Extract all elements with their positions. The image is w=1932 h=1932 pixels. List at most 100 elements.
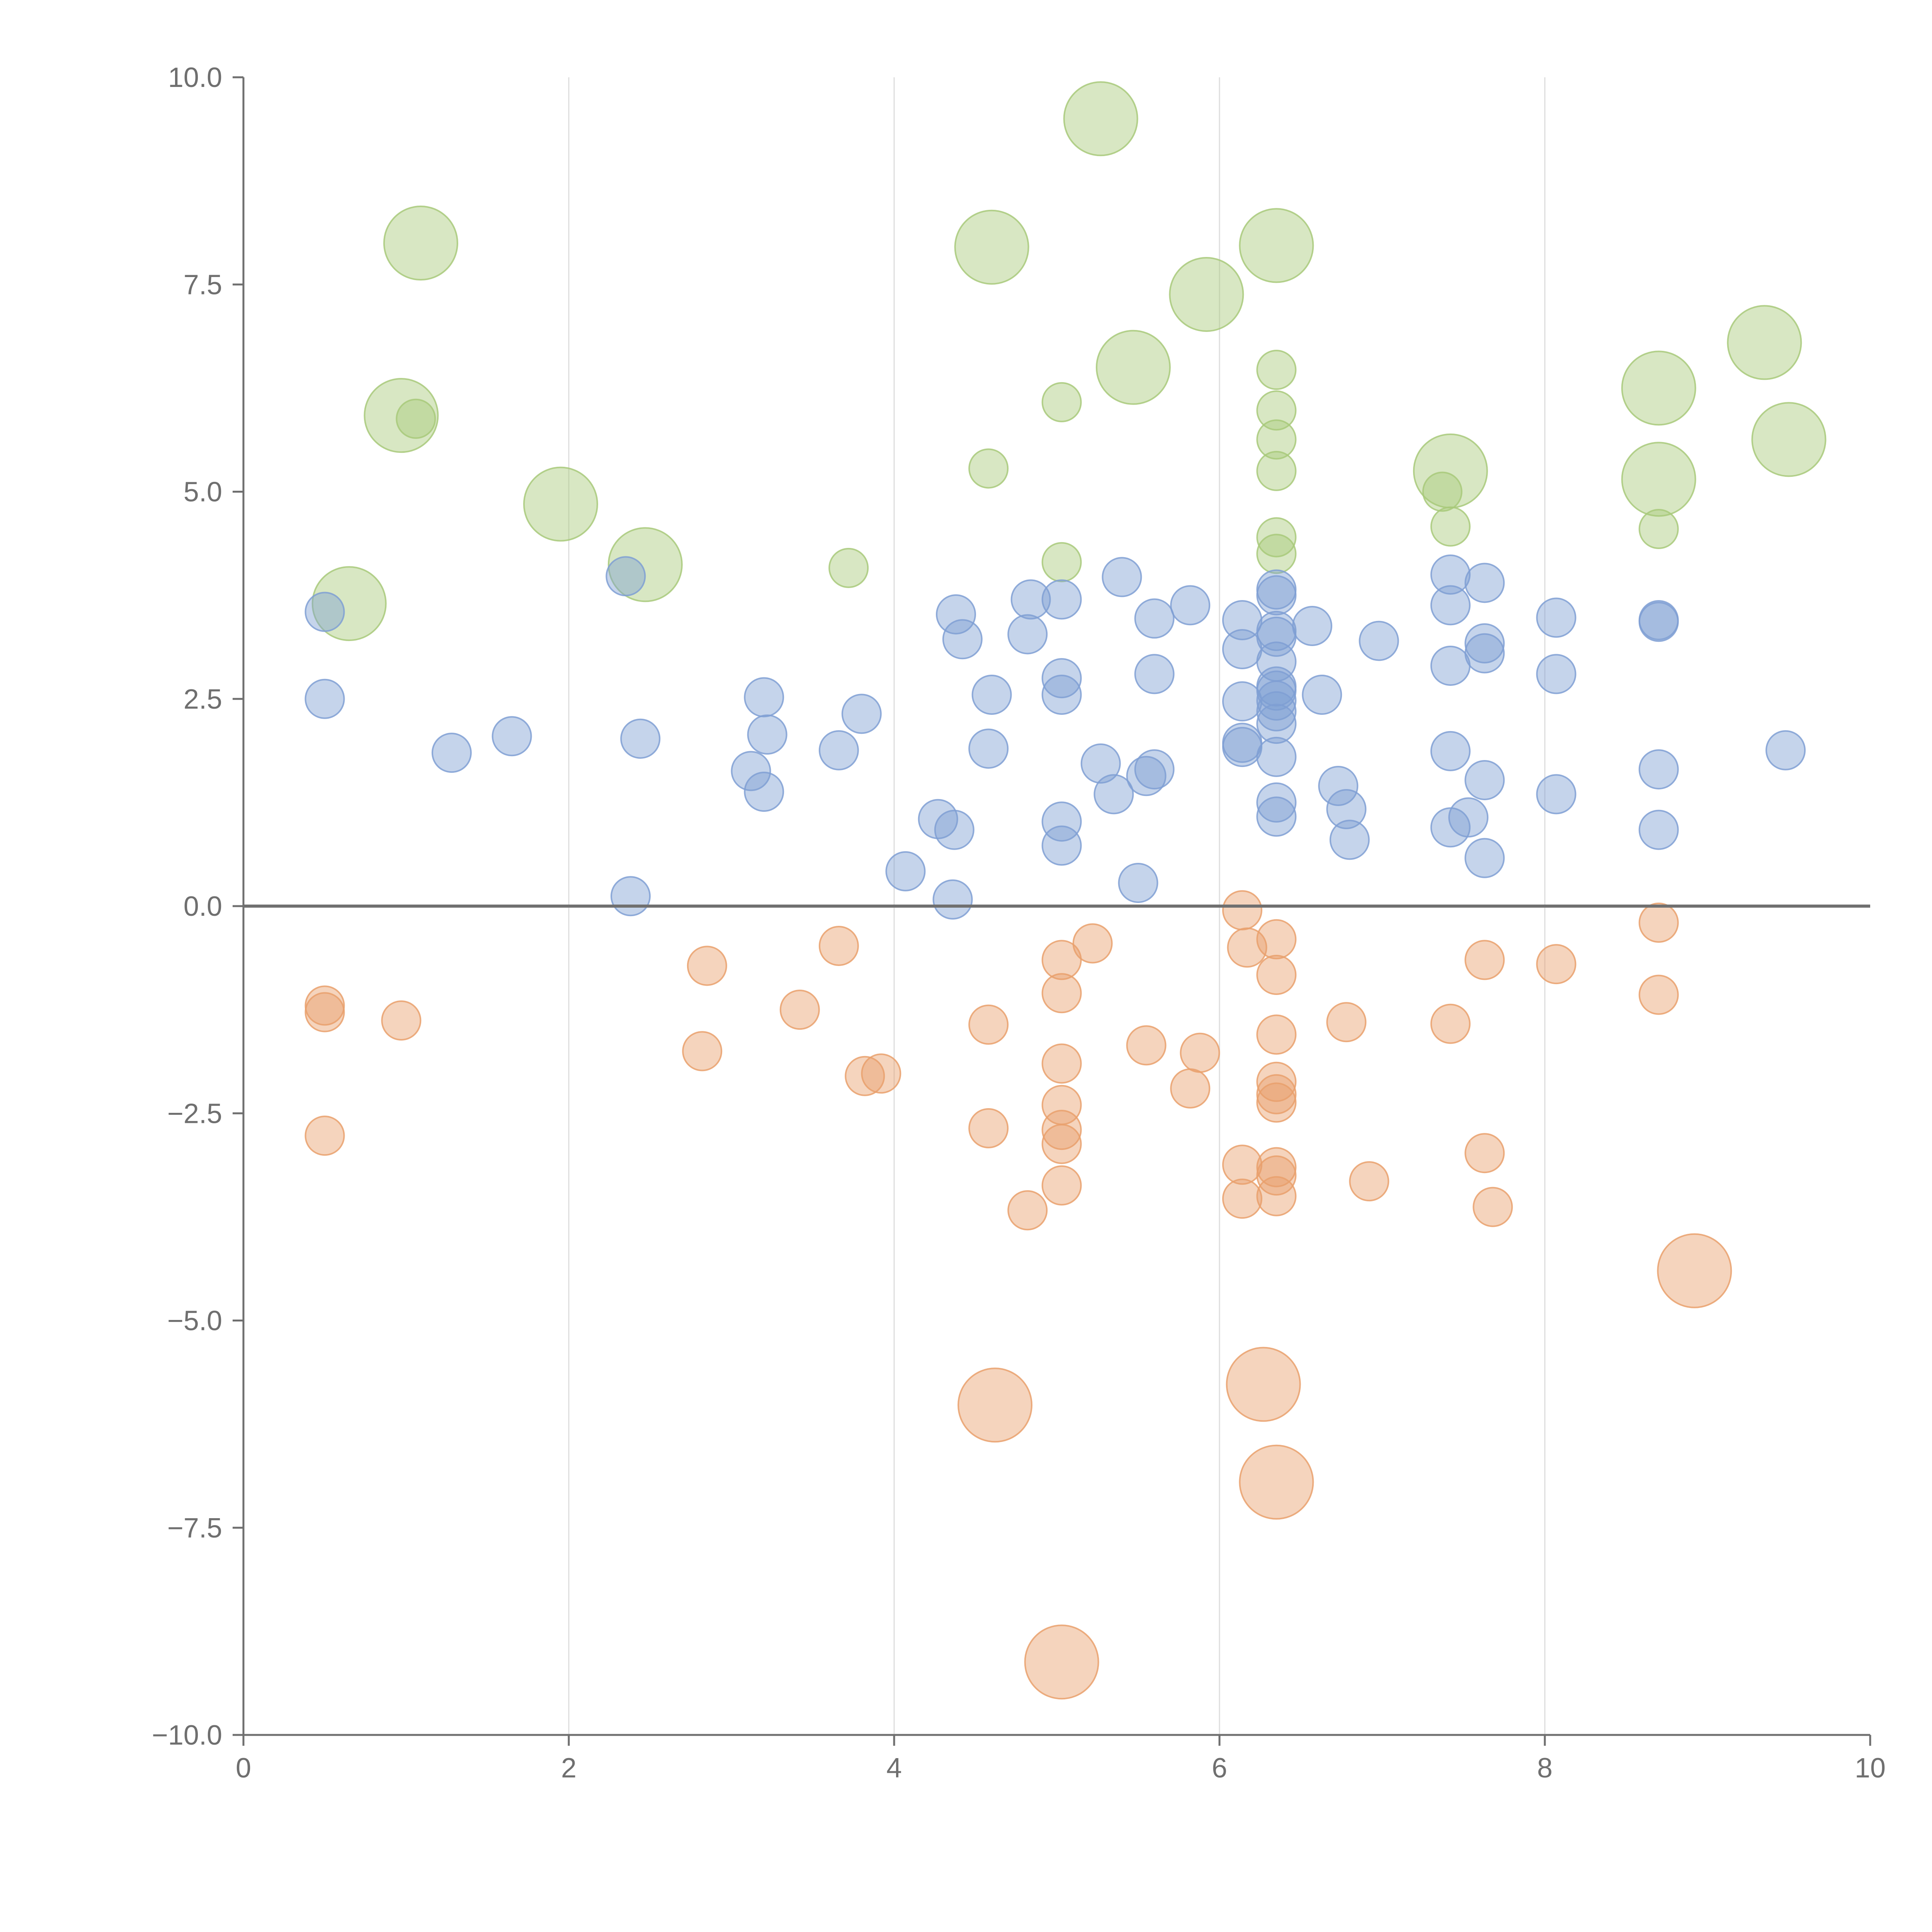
bubble-blue [1041,658,1082,699]
bubble-orange [1041,1124,1082,1164]
axis-layer: 10.0 7.5 5.0 2.5 0.0 −2.5 −5.0 −7.5 −10.0 0 2 4 6 8 10 [152,62,1886,1784]
x-tick-label: 2 [561,1753,577,1784]
bubble-orange [1256,1014,1297,1055]
bubble-blue [1536,597,1577,638]
bubble-green [1063,81,1138,156]
bubble-blue [885,851,926,891]
bubble-blue [1256,704,1297,744]
bubble-blue [1134,654,1175,694]
y-tick-label: 5.0 [184,477,222,508]
bubble-orange [1256,1074,1297,1114]
bubble-blue [1464,633,1505,673]
bubble-blue [1638,602,1679,642]
bubble-orange [1041,1165,1082,1206]
bubble-green [1621,350,1696,426]
bubble-green [1041,382,1082,422]
bubble-blue [1094,774,1134,815]
bubble-green [1256,390,1297,431]
bubble-blue [744,677,784,718]
bubble-orange [1126,1025,1167,1066]
bubble-green [1751,402,1827,477]
y-tick-label: −2.5 [167,1098,222,1129]
bubble-blue [1292,605,1332,646]
bubble-blue [1041,579,1082,620]
bubble-orange [818,925,859,966]
x-tick-label: 4 [886,1753,902,1784]
bubble-green [828,548,869,588]
bubble-blue [731,751,771,791]
bubble-orange [1464,940,1505,980]
bubble-orange [682,1031,723,1071]
bubble-orange [1170,1068,1211,1109]
bubble-green [1169,257,1244,332]
bubble-blue [1430,645,1471,686]
bubble-orange [1222,890,1262,930]
x-tick-label: 6 [1212,1753,1227,1784]
bubble-blue [1222,600,1262,640]
x-tick-label: 10 [1855,1753,1886,1784]
bubble-blue [610,876,651,917]
y-tick-label: 2.5 [184,684,222,715]
bubble-orange [1180,1032,1220,1073]
bubble-green [607,527,683,602]
x-tick-label: 0 [236,1753,251,1784]
bubble-orange [304,1116,345,1156]
bubble-blue [304,679,345,719]
bubble-blue [934,810,975,850]
bubble-orange [861,1053,901,1094]
bubble-blue [1134,598,1175,639]
bubble-green [1621,442,1696,517]
bubble-orange [381,1000,422,1041]
bubble-blue [1010,579,1051,620]
bubble-blue [1041,825,1082,866]
bubble-green [1095,330,1171,405]
bubble-blue [605,556,646,597]
bubble-orange [1430,1003,1471,1044]
bubble-orange [968,1108,1009,1148]
bubble-blue [1256,680,1297,721]
bubble-blue [1430,807,1471,848]
bubble-blue [1448,797,1489,838]
bubble-blue [744,771,784,812]
bubble-blue [1222,727,1262,767]
bubble-green [396,398,436,439]
bubble-blue [1256,736,1297,777]
y-tick-label: 10.0 [168,62,222,93]
bubble-blue [971,675,1012,715]
y-tick-label: 0.0 [184,891,222,922]
bubble-blue [968,728,1009,769]
bubble-orange [1256,1176,1297,1216]
bubble-blue [431,733,472,773]
bubble-orange [968,1004,1009,1045]
bubble-blue [935,594,976,634]
bubble-orange [687,946,727,986]
bubble-blue [1430,554,1471,595]
bubble-blue [1256,796,1297,837]
bubble-orange [304,992,345,1032]
bubble-blue [1007,614,1048,655]
y-tick-label: −7.5 [167,1513,222,1544]
bubble-orange [1239,1444,1314,1520]
bubble-blue [942,619,983,660]
bubble-orange [1222,1179,1262,1219]
bubble-blue [1765,730,1806,770]
bubble-blue [841,694,882,734]
bubble-orange [957,1367,1033,1443]
bubble-blue [1222,629,1262,670]
bubble-orange [1256,1082,1297,1123]
y-tick-label: −5.0 [167,1306,222,1337]
bubble-orange [1473,1187,1513,1227]
bubble-blue [1256,575,1297,616]
bubble-orange [1024,1624,1099,1700]
bubble-blue [1464,760,1505,800]
bubble-orange [1464,1133,1505,1173]
bubble-orange [1007,1190,1048,1231]
bubble-blue [747,714,787,755]
bubble-green [1256,419,1297,460]
bubble-blue [1080,743,1121,784]
bubble-orange [1041,1043,1082,1084]
x-tick-label: 8 [1537,1753,1553,1784]
bubble-blue [492,716,532,757]
bubble-blue [304,592,345,632]
